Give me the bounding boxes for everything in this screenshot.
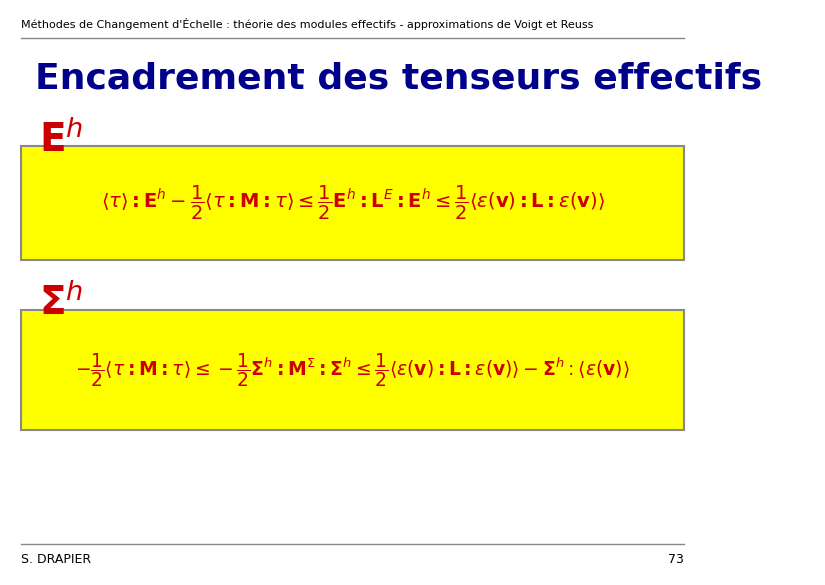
Text: S. DRAPIER: S. DRAPIER bbox=[21, 553, 92, 566]
Text: $\mathbf{E}^h$: $\mathbf{E}^h$ bbox=[39, 120, 83, 160]
Text: Méthodes de Changement d'Échelle : théorie des modules effectifs - approximation: Méthodes de Changement d'Échelle : théor… bbox=[21, 18, 593, 30]
Text: Encadrement des tenseurs effectifs: Encadrement des tenseurs effectifs bbox=[35, 61, 762, 95]
Text: $\langle\tau\rangle\mathbf{:E}^h - \dfrac{1}{2}\langle\tau\mathbf{:M:}\tau\rangl: $\langle\tau\rangle\mathbf{:E}^h - \dfra… bbox=[101, 184, 605, 222]
FancyBboxPatch shape bbox=[21, 146, 684, 260]
Text: $-\dfrac{1}{2}\langle\tau\mathbf{:M:}\tau\rangle\leq -\dfrac{1}{2}\boldsymbol{\S: $-\dfrac{1}{2}\langle\tau\mathbf{:M:}\ta… bbox=[75, 351, 630, 388]
Text: $\boldsymbol{\Sigma}^h$: $\boldsymbol{\Sigma}^h$ bbox=[39, 284, 83, 324]
FancyBboxPatch shape bbox=[21, 310, 684, 430]
Text: 73: 73 bbox=[668, 553, 684, 566]
